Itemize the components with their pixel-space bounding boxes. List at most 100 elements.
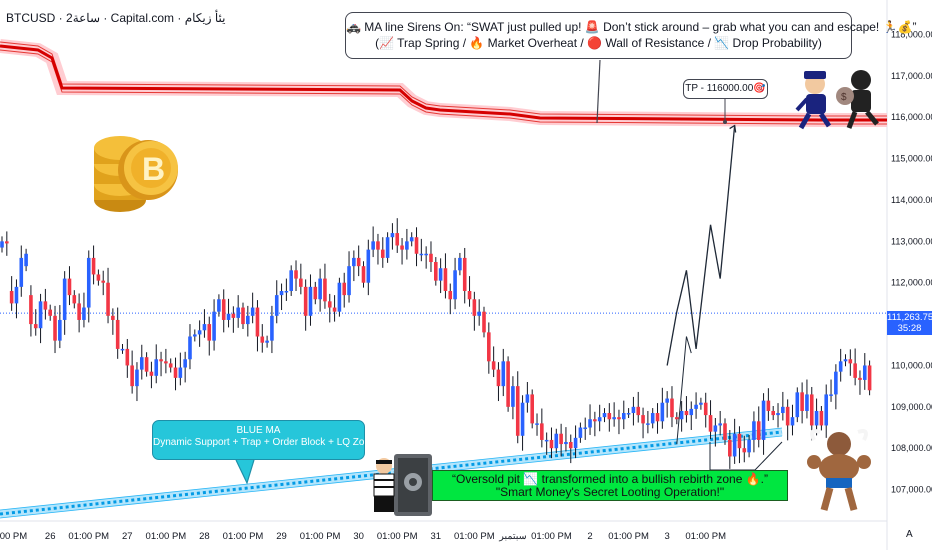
candle-down [101,280,106,283]
candle-down [111,315,115,320]
candle-down [303,286,308,316]
price-tick-label: 118,000.00 [891,30,932,40]
price-tick-label: 114,000.00 [891,195,932,205]
candle-up [578,427,583,438]
candle-up [458,257,462,271]
candle-up [862,365,867,380]
candle-up [626,413,631,415]
candle-up [829,394,833,396]
candle-down [549,439,554,449]
symbol-title[interactable]: BTCUSD · 2ساعة · Capital.com · يئأ زيكام [6,11,226,25]
candle-down [53,315,57,341]
candle-down [756,421,761,440]
candle-up [805,394,809,411]
candle-down [29,295,33,325]
candle-up [776,413,780,416]
time-tick-label: 01:00 PM [608,531,649,542]
candle-up [525,394,530,403]
candle-up [554,433,559,449]
candle-up [752,421,756,440]
candle-down [703,402,708,416]
candle-down [255,307,260,337]
svg-text:$: $ [841,92,847,103]
candle-down [173,367,178,378]
candle-up [86,257,91,308]
blue-ma-core [0,430,783,516]
candle-up [178,367,183,378]
candle-up [14,286,19,304]
candle-down [462,257,467,291]
price-tick-label: 116,000.00 [891,112,932,122]
candle-down [164,361,168,364]
candle-up [646,423,650,425]
candle-down [853,363,857,378]
candle-up [843,359,848,362]
candle-up [318,278,322,300]
tp-dot [723,120,727,124]
police-chasing-thief-icon: $ [795,70,879,130]
candle-up [337,282,342,312]
bar-countdown: 35:28 [897,323,922,334]
candle-up [781,406,785,414]
candle-up [270,315,274,341]
retest-line [709,441,783,471]
candle-down [168,363,173,368]
time-tick-label: 01:00 PM [68,531,109,542]
candle-up [814,410,819,426]
candle-up [390,233,395,238]
candle-up [761,400,766,440]
candle-down [670,398,674,418]
price-tick-label: 115,000.00 [891,154,932,164]
candle-up [183,359,187,368]
sirens-callout-line1: 🚓 MA line Sirens On: “SWAT just pulled u… [346,20,917,34]
take-profit-label: TP - 116000.00🎯 [683,79,768,99]
projection-path [666,125,736,366]
candle-down [323,278,327,302]
candle-down [332,307,337,312]
candle-down [515,386,520,436]
candle-down [159,359,163,362]
candle-down [593,419,597,422]
sirens-callout-line2: (📈 Trap Spring / 🔥 Market Overheat / 🔴 W… [375,36,822,50]
callout-pointer [596,59,601,124]
candle-down [294,270,298,279]
candle-down [496,369,501,387]
time-tick-label: 27 [122,531,133,542]
candle-up [120,348,125,351]
candle-down [43,301,48,310]
candle-down [77,303,81,320]
projection-arrowhead [729,124,737,133]
candle-up [0,241,4,248]
candle-up [193,334,197,337]
candle-up [679,410,684,420]
candle-down [130,365,134,387]
candle-up [718,423,722,426]
candle-up [573,437,578,449]
candle-up [564,441,568,445]
candle-up [385,237,390,258]
candle-down [231,313,236,318]
price-tick-label: 110,000.00 [891,360,932,370]
candle-down [809,394,814,426]
time-tick-label: 01:00 PM [531,531,572,542]
candle-down [848,359,853,364]
price-tick-label: 108,000.00 [891,443,932,453]
candles-group [0,218,872,469]
candle-down [530,394,534,424]
candle-up [544,439,549,442]
auto-scale-button[interactable]: A [906,529,913,540]
candle-up [824,394,829,426]
candle-down [241,307,245,325]
candle-up [226,313,231,320]
candle-down [617,417,621,420]
candle-down [125,348,130,366]
blue-ma-callout-line2: Dynamic Support + Trap + Order Block + L… [153,437,376,448]
time-tick-label: 01:00 PM [146,531,187,542]
candle-down [723,423,727,440]
candle-down [708,415,713,432]
candle-up [419,253,424,256]
candle-down [299,278,303,287]
candle-up [62,278,67,320]
candle-up [795,392,800,418]
